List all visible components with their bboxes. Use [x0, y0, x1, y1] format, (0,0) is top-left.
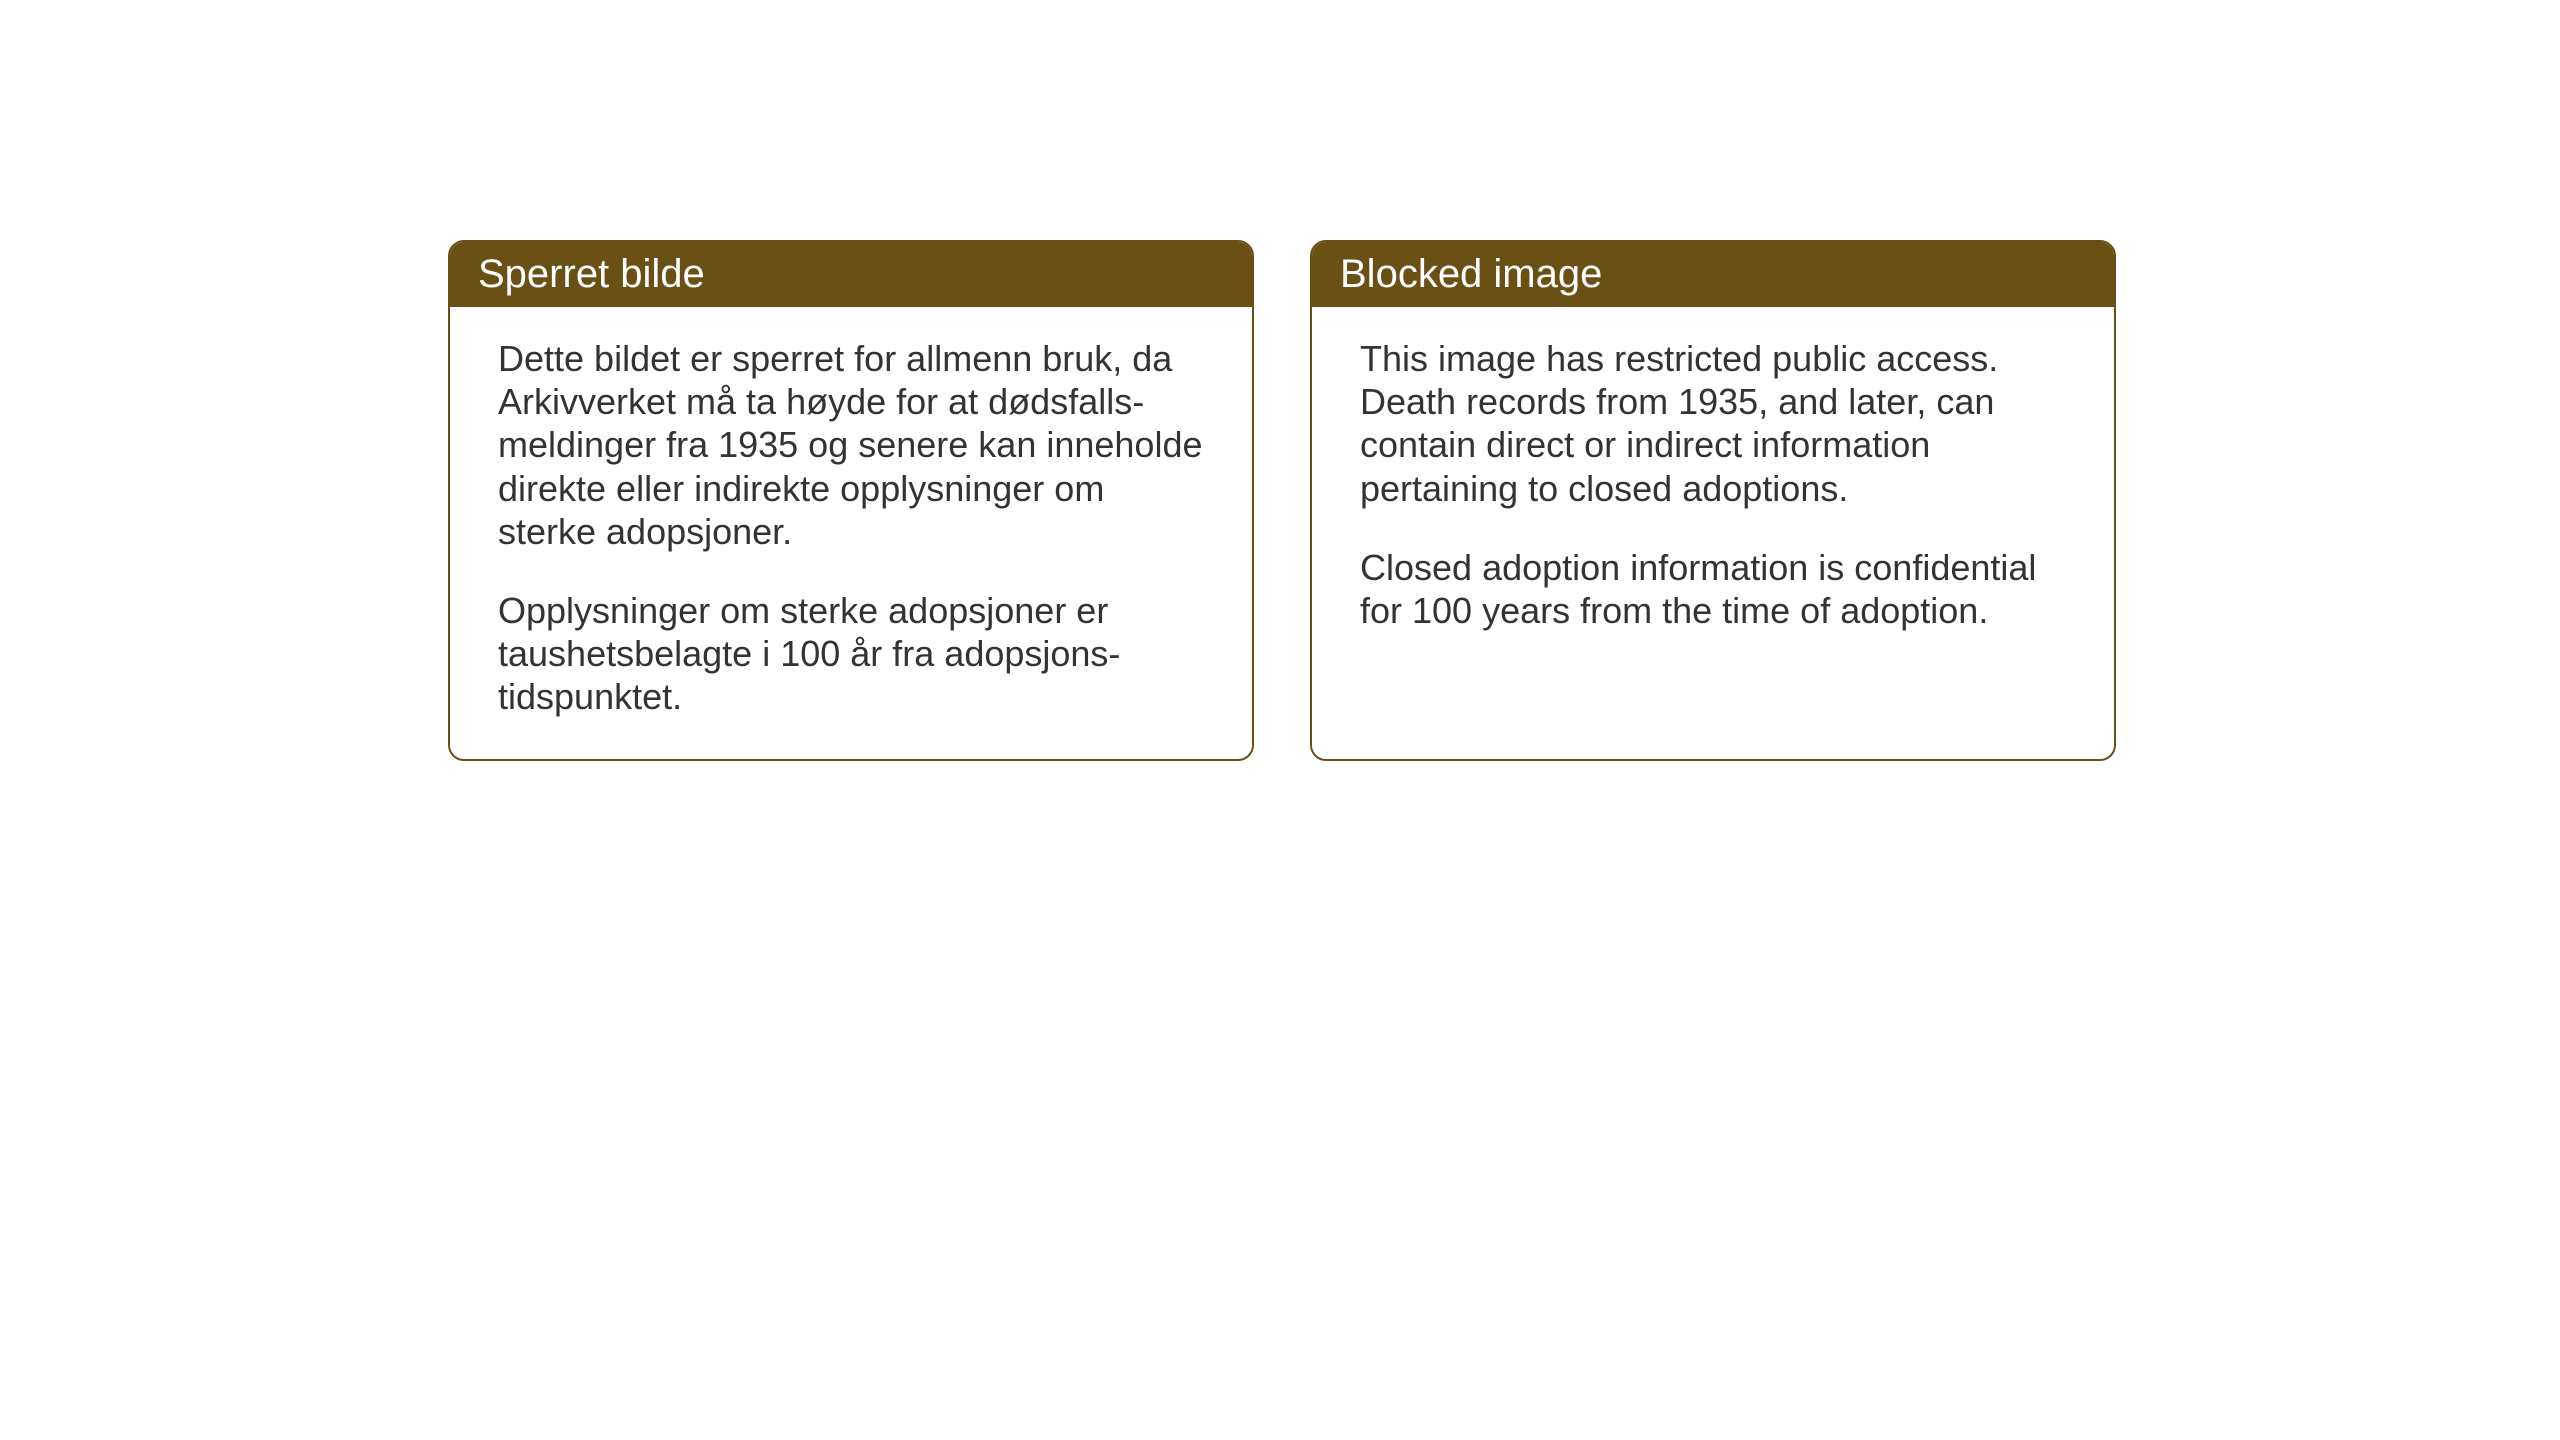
norwegian-card-title: Sperret bilde	[450, 242, 1252, 307]
norwegian-paragraph-1: Dette bildet er sperret for allmenn bruk…	[498, 337, 1204, 553]
english-card: Blocked image This image has restricted …	[1310, 240, 2116, 761]
norwegian-paragraph-2: Opplysninger om sterke adopsjoner er tau…	[498, 589, 1204, 719]
norwegian-card-body: Dette bildet er sperret for allmenn bruk…	[450, 307, 1252, 759]
english-paragraph-2: Closed adoption information is confident…	[1360, 546, 2066, 632]
cards-container: Sperret bilde Dette bildet er sperret fo…	[448, 240, 2116, 761]
english-card-title: Blocked image	[1312, 242, 2114, 307]
english-paragraph-1: This image has restricted public access.…	[1360, 337, 2066, 510]
norwegian-card: Sperret bilde Dette bildet er sperret fo…	[448, 240, 1254, 761]
english-card-body: This image has restricted public access.…	[1312, 307, 2114, 672]
